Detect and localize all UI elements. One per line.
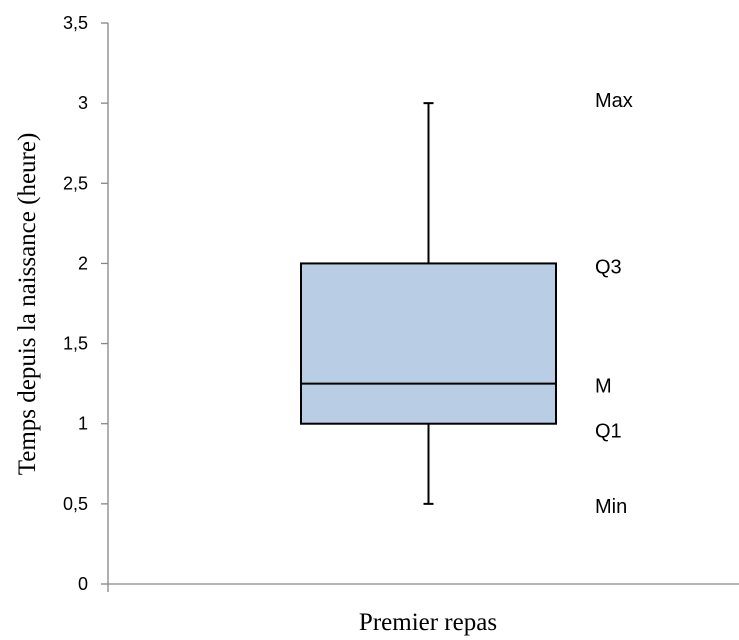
stat-label-max: Max bbox=[595, 90, 633, 112]
y-tick-label: 0 bbox=[78, 574, 88, 594]
y-tick-label: 1,5 bbox=[63, 334, 88, 354]
y-tick-label: 2 bbox=[78, 253, 88, 273]
y-tick-label: 2,5 bbox=[63, 173, 88, 193]
stat-annotations: Max Q3 M Q1 Min bbox=[595, 90, 633, 518]
y-tick-label: 0,5 bbox=[63, 494, 88, 514]
stat-label-m: M bbox=[595, 376, 612, 398]
stat-label-q1: Q1 bbox=[595, 421, 622, 443]
y-tick-label: 3 bbox=[78, 93, 88, 113]
x-axis-title: Premier repas bbox=[359, 609, 497, 636]
box-plot bbox=[300, 102, 557, 505]
y-tick-label: 1 bbox=[78, 414, 88, 434]
stat-label-min: Min bbox=[595, 496, 627, 518]
y-axis: 0 0,5 1 1,5 2 2,5 3 3,5 bbox=[63, 13, 109, 594]
stat-label-q3: Q3 bbox=[595, 256, 622, 278]
y-tick-label: 3,5 bbox=[63, 13, 88, 33]
y-axis-title: Temps depuis la naissance (heure) bbox=[14, 133, 41, 476]
interquartile-box bbox=[300, 262, 557, 425]
